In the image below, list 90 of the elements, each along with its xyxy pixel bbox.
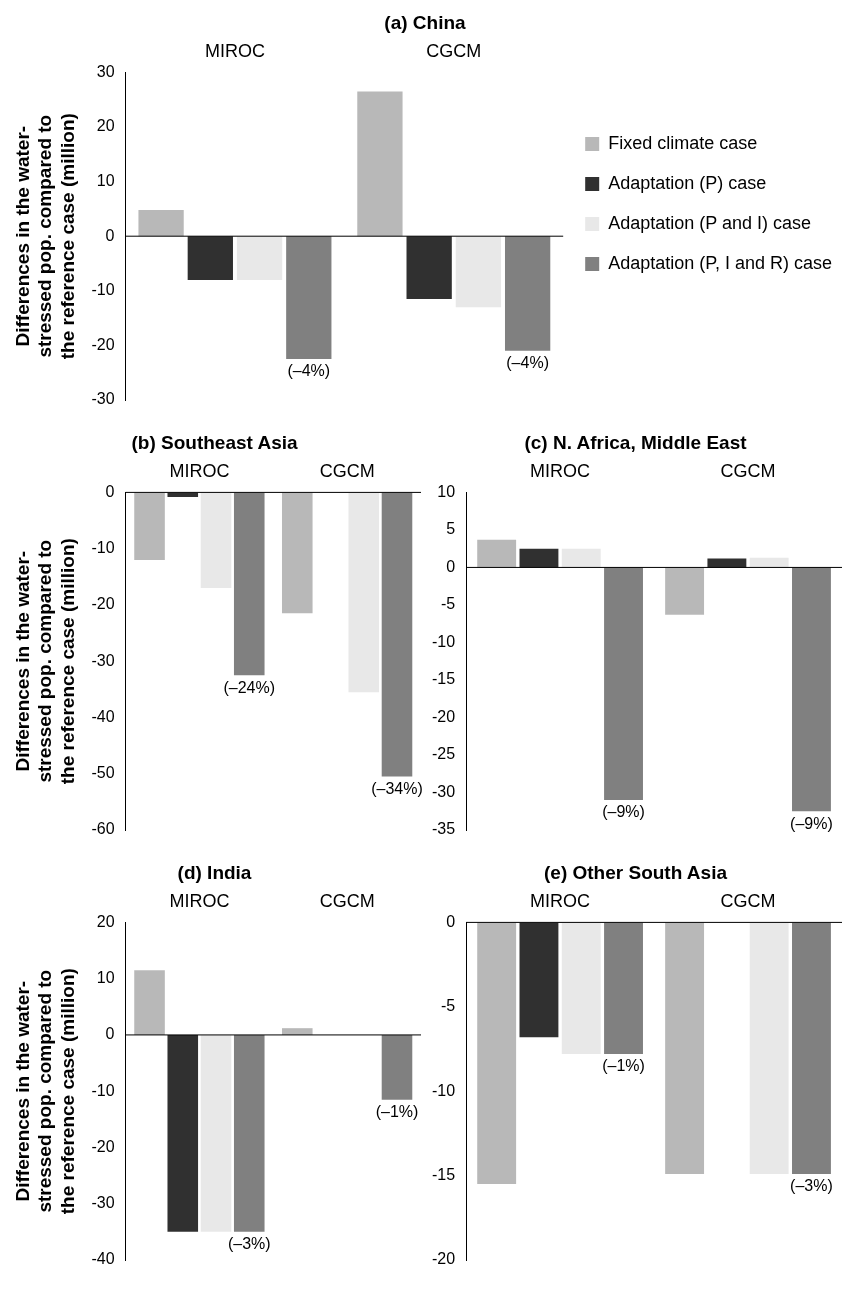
chart-title: (e) Other South Asia	[544, 861, 728, 883]
chart-title: (a) China	[384, 11, 467, 33]
bar	[792, 567, 831, 812]
annotation: (–3%)	[227, 1235, 271, 1253]
y-axis-title: Differences in the water-stressed pop. compared to the reference case (million)	[11, 538, 79, 785]
y-tick-label: -10	[432, 632, 456, 650]
x-tick-label: MIROC	[530, 460, 591, 481]
y-axis-title: Differences in the water-stressed pop. compared to the reference case (million)	[11, 113, 79, 360]
bar	[187, 236, 233, 280]
y-tick-label: -15	[432, 670, 456, 688]
bar	[604, 567, 643, 800]
bar	[406, 236, 452, 299]
y-tick-label: -20	[432, 707, 456, 725]
y-tick-label: 0	[446, 557, 456, 575]
bar	[233, 1034, 265, 1232]
y-tick-label: -35	[432, 820, 456, 838]
y-tick-label: 10	[96, 172, 115, 190]
bar	[286, 236, 332, 360]
bar	[281, 1028, 313, 1035]
y-tick-label: -50	[91, 764, 115, 782]
x-tick-label: CGCM	[319, 890, 375, 911]
y-tick-label: -20	[91, 1137, 115, 1155]
y-tick-label: 20	[96, 117, 115, 135]
annotation: (–4%)	[287, 362, 331, 380]
bar	[357, 91, 403, 237]
y-tick-label: 10	[96, 969, 115, 987]
y-tick-label: -30	[91, 651, 115, 669]
bar	[200, 1034, 232, 1232]
legend-label: Adaptation (P and I) case	[608, 212, 812, 233]
y-tick-label: 5	[446, 520, 456, 538]
chart-title: (d) India	[177, 861, 252, 883]
y-tick-label: 0	[105, 1025, 115, 1043]
bar	[236, 236, 283, 280]
y-tick-label: 20	[96, 912, 115, 930]
x-tick-label: CGCM	[426, 40, 482, 61]
legend-label: Fixed climate case	[608, 132, 758, 153]
y-tick-label: -30	[432, 782, 456, 800]
y-tick-label: -20	[91, 595, 115, 613]
x-tick-label: CGCM	[720, 890, 776, 911]
bar	[749, 557, 789, 568]
x-tick-label: MIROC	[169, 890, 230, 911]
y-tick-label: -20	[432, 1250, 456, 1268]
bar	[561, 548, 601, 568]
y-tick-label: -40	[91, 1250, 115, 1268]
bar	[134, 970, 165, 1035]
bar	[381, 1034, 413, 1100]
y-tick-label: -10	[91, 1081, 115, 1099]
y-tick-label: 10	[437, 482, 456, 500]
annotation: (–34%)	[371, 779, 423, 797]
chart-title: (b) Southeast Asia	[131, 431, 298, 453]
y-tick-label: -30	[91, 1194, 115, 1212]
bar	[477, 539, 517, 568]
y-tick-label: -5	[440, 997, 456, 1015]
y-tick-label: -10	[432, 1081, 456, 1099]
bar	[519, 548, 559, 568]
chart-title: (c) N. Africa, Middle East	[524, 431, 748, 453]
y-tick-label: -30	[91, 390, 115, 408]
legend-label: Adaptation (P) case	[608, 172, 767, 193]
annotation: (–4%)	[506, 354, 549, 372]
annotation: (–9%)	[790, 814, 833, 832]
y-tick-label: -25	[432, 745, 456, 763]
x-tick-label: CGCM	[720, 460, 776, 481]
annotation: (–1%)	[375, 1103, 419, 1121]
y-tick-label: -15	[432, 1166, 456, 1184]
y-tick-label: 0	[446, 912, 456, 930]
y-tick-label: -40	[91, 707, 115, 725]
y-tick-label: -10	[91, 281, 115, 299]
x-tick-label: MIROC	[530, 890, 591, 911]
x-tick-label: MIROC	[169, 460, 230, 481]
y-axis-title: Differences in the water-stressed pop. compared to the reference case (million)	[11, 968, 79, 1215]
y-tick-label: 0	[105, 482, 115, 500]
legend-label: Adaptation (P, I and R) case	[608, 252, 833, 273]
bar	[138, 209, 184, 237]
bar	[665, 567, 705, 615]
bar	[504, 236, 551, 351]
bar	[707, 558, 747, 568]
annotation: (–24%)	[223, 678, 276, 696]
x-tick-label: MIROC	[204, 40, 265, 61]
annotation: (–3%)	[790, 1177, 833, 1195]
annotation: (–1%)	[602, 1057, 645, 1075]
y-tick-label: 30	[96, 62, 115, 80]
annotation: (–9%)	[602, 803, 645, 821]
y-tick-label: -20	[91, 335, 115, 353]
x-tick-label: CGCM	[319, 460, 375, 481]
y-tick-label: -10	[91, 539, 115, 557]
bar	[455, 236, 502, 308]
y-tick-label: -60	[91, 820, 115, 838]
y-tick-label: -5	[440, 595, 456, 613]
bar	[167, 1034, 199, 1232]
y-tick-label: 0	[105, 226, 115, 244]
